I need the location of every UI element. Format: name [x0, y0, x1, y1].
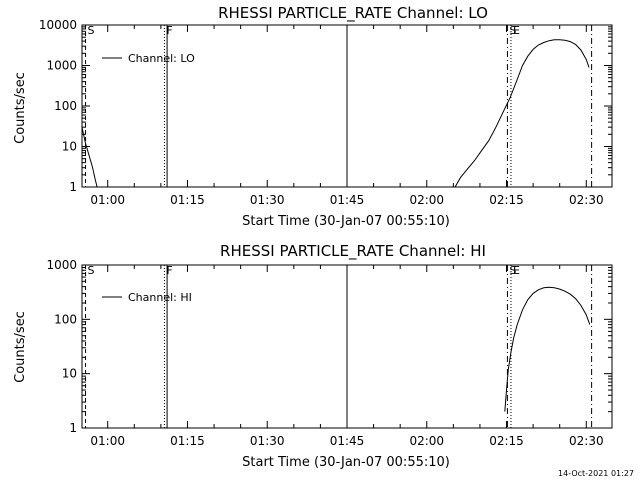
lo-marker-label: S [88, 24, 95, 37]
lo-x-tick-label: 01:30 [250, 193, 285, 207]
hi-marker-label: F [166, 264, 172, 277]
lo-y-tick-label: 1000 [46, 59, 77, 73]
lo-x-tick-label: 02:30 [569, 193, 604, 207]
lo-y-axis-label: Counts/sec [13, 72, 28, 144]
print-timestamp: 14-Oct-2021 01:27 [558, 469, 634, 478]
lo-marker-label: E [513, 24, 520, 37]
hi-x-tick-label: 02:30 [569, 434, 604, 448]
lo-y-tick-label: 1 [69, 180, 77, 194]
lo-x-tick-label: 02:15 [489, 193, 524, 207]
lo-x-axis-label: Start Time (30-Jan-07 00:55:10) [242, 214, 450, 229]
hi-marker-label: E [513, 264, 520, 277]
hi-y-tick-label: 1000 [46, 258, 77, 272]
lo-x-tick-label: 01:15 [170, 193, 205, 207]
lo-y-tick-label: 100 [54, 99, 77, 113]
hi-x-tick-label: 01:15 [170, 434, 205, 448]
hi-marker-label: S [509, 264, 516, 277]
hi-y-axis-label: Counts/sec [13, 311, 28, 383]
lo-legend-label: Channel: LO [128, 52, 195, 65]
hi-y-tick-label: 10 [62, 367, 77, 381]
lo-x-tick-label: 01:45 [330, 193, 365, 207]
lo-marker-label: F [166, 24, 172, 37]
lo-channel-panel: RHESSI PARTICLE_RATE Channel: LO Counts/… [13, 4, 613, 229]
hi-x-tick-label: 01:45 [330, 434, 365, 448]
lo-y-tick-label: 10 [62, 140, 77, 154]
hi-marker-label: S [88, 264, 95, 277]
hi-x-tick-label: 01:30 [250, 434, 285, 448]
lo-y-tick-label: 10000 [39, 18, 77, 32]
hi-x-tick-label: 02:00 [409, 434, 444, 448]
hi-series-line [504, 286, 591, 412]
lo-x-tick-label: 02:00 [409, 193, 444, 207]
hi-y-tick-label: 1 [69, 421, 77, 435]
hi-y-tick-label: 100 [54, 312, 77, 326]
lo-chart-title: RHESSI PARTICLE_RATE Channel: LO [218, 4, 488, 23]
hi-x-axis-label: Start Time (30-Jan-07 00:55:10) [242, 455, 450, 470]
hi-chart-title: RHESSI PARTICLE_RATE Channel: HI [220, 242, 486, 261]
lo-series-line [82, 39, 590, 187]
lo-x-tick-label: 01:00 [90, 193, 125, 207]
lo-marker-label: S [509, 24, 516, 37]
hi-legend-label: Channel: HI [128, 291, 192, 304]
hi-x-tick-label: 01:00 [90, 434, 125, 448]
hi-channel-panel: RHESSI PARTICLE_RATE Channel: HI Counts/… [13, 242, 613, 470]
hi-x-tick-label: 02:15 [489, 434, 524, 448]
